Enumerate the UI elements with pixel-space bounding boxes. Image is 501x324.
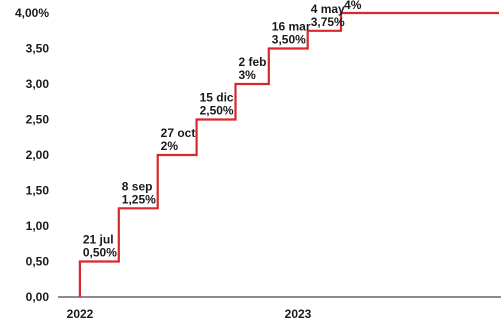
step-date-label: 15 dic <box>200 91 234 105</box>
x-axis: 2022 2023 <box>58 296 501 321</box>
step-rate-label: 2% <box>161 139 179 153</box>
step-rate-label: 1,25% <box>122 192 156 206</box>
y-tick-label: 0,50 <box>26 255 50 269</box>
step-rate-label: 3,75% <box>311 15 345 29</box>
rate-series <box>78 11 499 297</box>
rate-step-line <box>78 11 499 297</box>
step-rate-label: 4% <box>344 0 362 12</box>
y-tick-label: 2,00 <box>26 148 50 162</box>
x-tick-label: 2022 <box>67 307 94 321</box>
y-tick-label: 1,00 <box>26 219 50 233</box>
y-tick-label: 3,50 <box>26 42 50 56</box>
step-date-label: 4 may <box>311 2 345 16</box>
y-tick-label: 2,50 <box>26 113 50 127</box>
step-rate-label: 0,50% <box>83 246 117 260</box>
step-date-label: 21 jul <box>83 233 114 247</box>
y-tick-label: 0,00 <box>26 290 50 304</box>
step-rate-label: 3,50% <box>272 33 306 47</box>
step-rate-label: 3% <box>238 68 256 82</box>
y-axis: 0,00 0,50 1,00 1,50 2,00 2,50 3,00 3,50 4,00% <box>15 6 49 304</box>
y-tick-label: 3,00 <box>26 77 50 91</box>
step-date-label: 2 feb <box>238 55 266 69</box>
step-rate-label: 2,50% <box>200 104 234 118</box>
step-date-label: 27 oct <box>161 126 196 140</box>
step-date-label: 8 sep <box>122 179 153 193</box>
y-tick-label: 4,00% <box>15 6 49 20</box>
y-tick-label: 1,50 <box>26 184 50 198</box>
x-tick-label: 2023 <box>285 307 312 321</box>
step-date-label: 16 mar <box>272 20 311 34</box>
